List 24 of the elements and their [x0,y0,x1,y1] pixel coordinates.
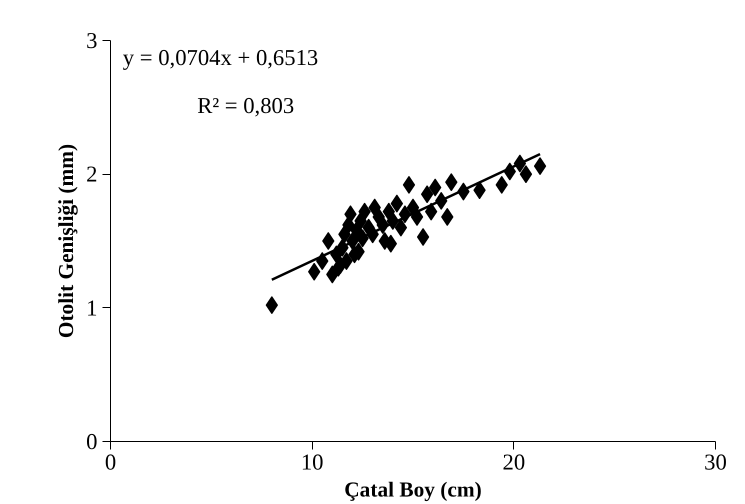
x-tick-label: 10 [300,450,324,474]
y-axis-title: Otolit Genişliği (mm) [54,144,78,338]
x-axis-title: Çatal Boy (cm) [344,478,482,502]
x-tick-label: 30 [704,450,727,474]
y-tick-label: 2 [86,162,98,187]
point [344,205,357,224]
point [420,185,434,204]
x-tick-label: 20 [502,450,526,474]
point [534,157,546,176]
point [358,202,371,221]
annotation: R² = 0,803 [197,93,294,118]
point [473,181,486,200]
point [520,165,532,184]
x-tick-label: 0 [104,450,116,474]
annotation: y = 0,0704x + 0,6513 [122,44,318,70]
point [416,228,430,246]
y-tick-label: 0 [86,429,98,454]
point [424,202,438,221]
point [390,194,404,213]
y-tick-label: 3 [86,28,98,53]
y-tick-label: 1 [86,295,98,320]
point [394,218,408,237]
point [334,256,347,274]
point [402,176,416,194]
